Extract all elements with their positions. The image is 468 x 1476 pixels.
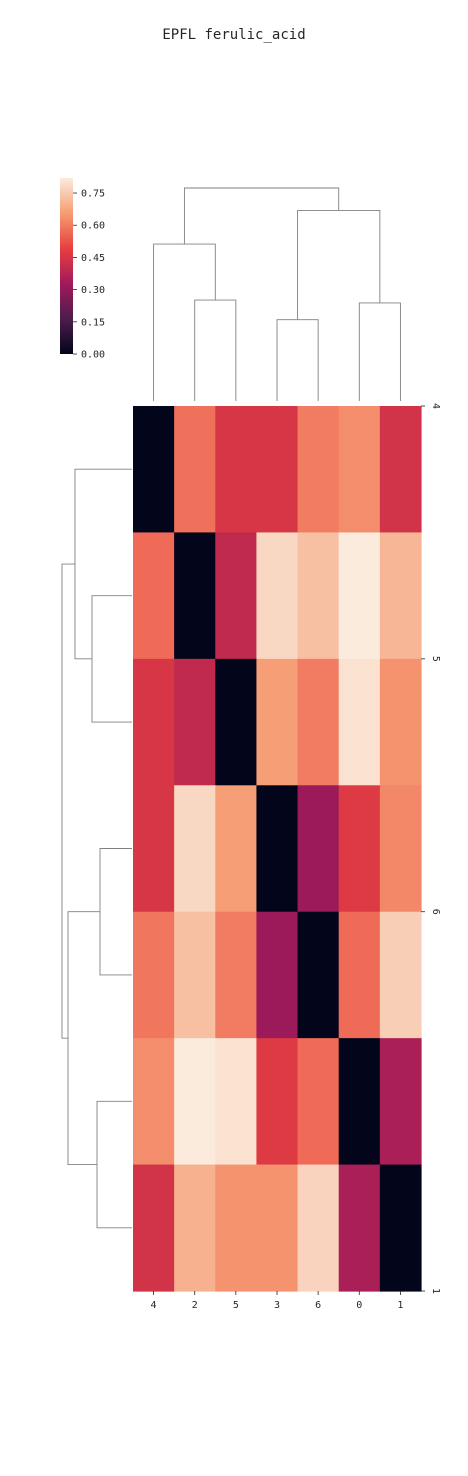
heatmap-cell-r6-c2 [215, 1164, 258, 1292]
heatmap-cell-r1-c3 [256, 532, 299, 660]
heatmap-cell-r4-c0 [133, 911, 175, 1039]
heatmap-cell-r3-c3 [256, 785, 299, 913]
dendrogram-link [153, 243, 216, 401]
colorbar-tick-label: 0.60 [81, 221, 105, 232]
row-dendrogram [61, 468, 132, 1229]
heatmap-cell-r1-c0 [133, 532, 175, 660]
colorbar: 0.00 0.15 0.30 0.45 0.60 0.75 [60, 178, 105, 361]
colorbar-tick-label: 0.45 [81, 253, 105, 264]
heatmap-cell-r6-c0 [133, 1164, 175, 1292]
heatmap-cell-r2-c6 [379, 658, 422, 786]
dendrogram-link [276, 319, 319, 401]
dendrogram-link [183, 187, 340, 245]
x-tick-label: 6 [315, 1300, 321, 1311]
heatmap-cell-r3-c6 [379, 785, 422, 913]
heatmap-cell-r6-c5 [338, 1164, 381, 1292]
heatmap-cell-r5-c3 [256, 1038, 299, 1166]
heatmap-cell-r4-c6 [379, 911, 422, 1039]
y-tick-label: 1 [430, 1288, 441, 1294]
x-tick-label: 4 [151, 1300, 157, 1311]
heatmap-cell-r5-c4 [297, 1038, 340, 1166]
heatmap-cell-r5-c5 [338, 1038, 381, 1166]
heatmap-cell-r0-c3 [256, 406, 299, 534]
heatmap-cell-r4-c1 [174, 911, 216, 1039]
heatmap-cell-r2-c1 [174, 658, 216, 786]
heatmap-cell-r6-c6 [379, 1164, 422, 1292]
heatmap-cell-r5-c0 [133, 1038, 175, 1166]
heatmap-cell-r0-c6 [379, 406, 422, 534]
dendrogram-link [194, 299, 237, 401]
y-tick-labels: 4 5 6 1 [421, 403, 441, 1294]
dendrogram-link [67, 911, 100, 1166]
dendrogram-link [61, 563, 75, 1039]
heatmap-cell-r1-c6 [379, 532, 422, 660]
colorbar-tick-label: 0.30 [81, 285, 105, 296]
heatmap-grid [133, 406, 422, 1292]
x-tick-label: 2 [192, 1300, 198, 1311]
dendrogram-link [91, 595, 132, 723]
heatmap-cell-r2-c4 [297, 658, 340, 786]
heatmap-cell-r0-c0 [133, 406, 175, 534]
x-tick-labels: 4 2 5 3 6 0 1 [151, 1291, 403, 1311]
heatmap-cell-r1-c4 [297, 532, 340, 660]
heatmap-cell-r1-c2 [215, 532, 258, 660]
dendrogram-link [96, 1100, 132, 1229]
heatmap-cell-r3-c1 [174, 785, 216, 913]
heatmap-cell-r0-c1 [174, 406, 216, 534]
dendrogram-link [358, 302, 401, 401]
colorbar-tick-label: 0.75 [81, 189, 105, 200]
x-tick-label: 3 [274, 1300, 280, 1311]
y-tick-label: 4 [430, 403, 441, 409]
y-tick-label: 5 [430, 656, 441, 662]
heatmap-cell-r2-c3 [256, 658, 299, 786]
dendrogram-link [74, 468, 132, 660]
heatmap-cell-r5-c1 [174, 1038, 216, 1166]
colorbar-tick-label: 0.00 [81, 350, 105, 361]
heatmap-cell-r2-c5 [338, 658, 381, 786]
x-tick-label: 1 [397, 1300, 403, 1311]
heatmap-cell-r2-c0 [133, 658, 175, 786]
heatmap-cell-r4-c2 [215, 911, 258, 1039]
column-dendrogram [153, 187, 401, 401]
heatmap-cell-r1-c1 [174, 532, 216, 660]
heatmap-cell-r4-c3 [256, 911, 299, 1039]
heatmap-cell-r5-c6 [379, 1038, 422, 1166]
heatmap-cell-r3-c5 [338, 785, 381, 913]
x-tick-label: 0 [356, 1300, 362, 1311]
heatmap-cell-r6-c3 [256, 1164, 299, 1292]
heatmap-cell-r0-c4 [297, 406, 340, 534]
heatmap-cell-r3-c0 [133, 785, 175, 913]
heatmap-cell-r5-c2 [215, 1038, 258, 1166]
colorbar-tick-label: 0.15 [81, 317, 105, 328]
chart-title: EPFL ferulic_acid [162, 27, 306, 43]
heatmap-cell-r1-c5 [338, 532, 381, 660]
heatmap-cell-r3-c4 [297, 785, 340, 913]
heatmap-cell-r0-c5 [338, 406, 381, 534]
dendrogram-link [99, 848, 132, 976]
heatmap-cell-r3-c2 [215, 785, 258, 913]
y-tick-label: 6 [430, 909, 441, 915]
heatmap-cell-r0-c2 [215, 406, 258, 534]
heatmap-cell-r2-c2 [215, 658, 258, 786]
heatmap-cell-r4-c4 [297, 911, 340, 1039]
colorbar-body [60, 178, 73, 354]
heatmap-cell-r6-c4 [297, 1164, 340, 1292]
heatmap-cell-r6-c1 [174, 1164, 216, 1292]
heatmap-cell-r4-c5 [338, 911, 381, 1039]
x-tick-label: 5 [233, 1300, 239, 1311]
